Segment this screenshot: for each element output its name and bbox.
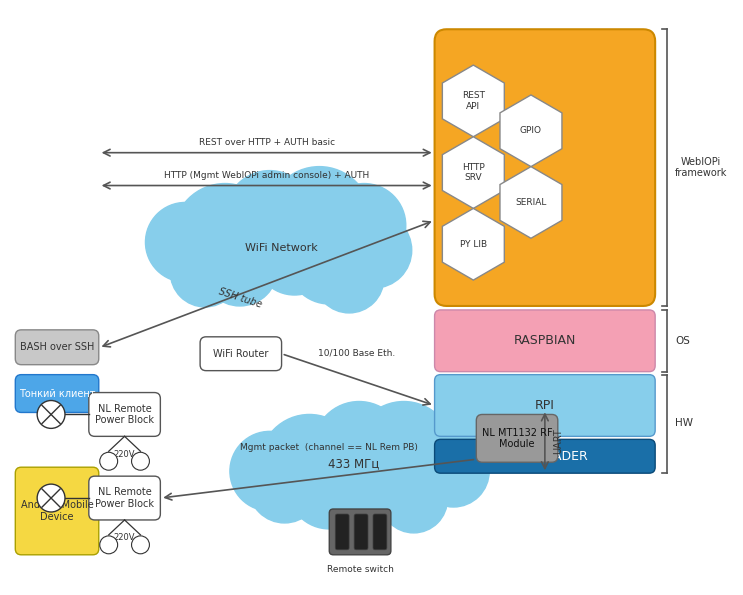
- FancyBboxPatch shape: [435, 375, 655, 436]
- Circle shape: [173, 183, 276, 287]
- Circle shape: [322, 183, 406, 267]
- FancyBboxPatch shape: [476, 415, 558, 462]
- Text: 433 МГц: 433 МГц: [328, 458, 380, 471]
- FancyBboxPatch shape: [335, 514, 349, 550]
- Text: WiFi Router: WiFi Router: [213, 349, 268, 359]
- Circle shape: [380, 465, 447, 533]
- Text: REST over HTTP + AUTH basic: REST over HTTP + AUTH basic: [198, 137, 335, 147]
- Text: Remote switch: Remote switch: [327, 565, 394, 574]
- Text: HTTP (Mgmt WebIOPi admin console) + AUTH: HTTP (Mgmt WebIOPi admin console) + AUTH: [164, 171, 369, 180]
- Polygon shape: [500, 95, 562, 167]
- Text: OS: OS: [675, 336, 690, 346]
- Text: RPI: RPI: [535, 399, 555, 412]
- FancyBboxPatch shape: [373, 514, 387, 550]
- Text: SERIAL: SERIAL: [516, 198, 547, 207]
- FancyBboxPatch shape: [89, 393, 160, 436]
- Text: 220V: 220V: [114, 533, 135, 543]
- Circle shape: [288, 220, 371, 304]
- FancyBboxPatch shape: [435, 439, 655, 473]
- FancyBboxPatch shape: [16, 375, 99, 412]
- Circle shape: [230, 431, 309, 511]
- Circle shape: [381, 441, 456, 517]
- Circle shape: [402, 418, 485, 501]
- Circle shape: [418, 436, 489, 507]
- Circle shape: [314, 402, 405, 493]
- Text: HTTP
SRV: HTTP SRV: [462, 163, 484, 182]
- Circle shape: [314, 464, 385, 535]
- Text: 220V: 220V: [114, 450, 135, 459]
- Circle shape: [354, 402, 453, 501]
- Circle shape: [249, 451, 320, 523]
- Text: GPIO HEADER: GPIO HEADER: [502, 450, 588, 463]
- Text: BASH over SSH: BASH over SSH: [20, 342, 94, 352]
- Polygon shape: [442, 137, 504, 208]
- FancyBboxPatch shape: [354, 514, 368, 550]
- Circle shape: [202, 230, 278, 306]
- Circle shape: [255, 215, 334, 295]
- Circle shape: [288, 445, 371, 529]
- Circle shape: [170, 237, 240, 307]
- Circle shape: [37, 484, 65, 512]
- Polygon shape: [442, 65, 504, 137]
- Text: GPIO: GPIO: [520, 126, 542, 135]
- Circle shape: [100, 452, 117, 470]
- Text: HW: HW: [675, 418, 693, 428]
- Circle shape: [146, 202, 225, 282]
- Text: UART: UART: [553, 428, 562, 454]
- Circle shape: [337, 212, 412, 288]
- FancyBboxPatch shape: [435, 310, 655, 372]
- Circle shape: [225, 171, 314, 260]
- Circle shape: [260, 415, 359, 514]
- Circle shape: [132, 536, 149, 554]
- Polygon shape: [500, 167, 562, 238]
- FancyBboxPatch shape: [329, 509, 391, 555]
- Text: RASPBIAN: RASPBIAN: [513, 334, 576, 347]
- FancyBboxPatch shape: [435, 29, 655, 306]
- FancyBboxPatch shape: [200, 337, 282, 371]
- Text: NL Remote
Power Block: NL Remote Power Block: [95, 403, 154, 425]
- Text: 10/100 Base Eth.: 10/100 Base Eth.: [319, 349, 396, 358]
- Text: WiFi Network: WiFi Network: [245, 243, 318, 253]
- Polygon shape: [442, 208, 504, 280]
- Text: Mgmt packet  (channel == NL Rem PB): Mgmt packet (channel == NL Rem PB): [240, 443, 418, 452]
- Text: NL Remote
Power Block: NL Remote Power Block: [95, 487, 154, 509]
- Text: Тонкий клиент: Тонкий клиент: [19, 389, 95, 399]
- Circle shape: [314, 243, 384, 313]
- Text: WebIOPi
framework: WebIOPi framework: [675, 157, 727, 178]
- Circle shape: [343, 436, 426, 519]
- FancyBboxPatch shape: [16, 330, 99, 365]
- Circle shape: [37, 400, 65, 428]
- Text: NL MT1132 RF
Module: NL MT1132 RF Module: [481, 428, 552, 449]
- Text: REST
API: REST API: [462, 91, 485, 111]
- Circle shape: [267, 167, 371, 270]
- Text: SSH tube: SSH tube: [217, 286, 263, 309]
- FancyBboxPatch shape: [16, 467, 99, 555]
- Circle shape: [100, 536, 117, 554]
- Circle shape: [132, 452, 149, 470]
- FancyBboxPatch shape: [89, 476, 160, 520]
- Text: PY LIB: PY LIB: [460, 240, 487, 249]
- Text: Android Mobile
Device: Android Mobile Device: [21, 500, 94, 522]
